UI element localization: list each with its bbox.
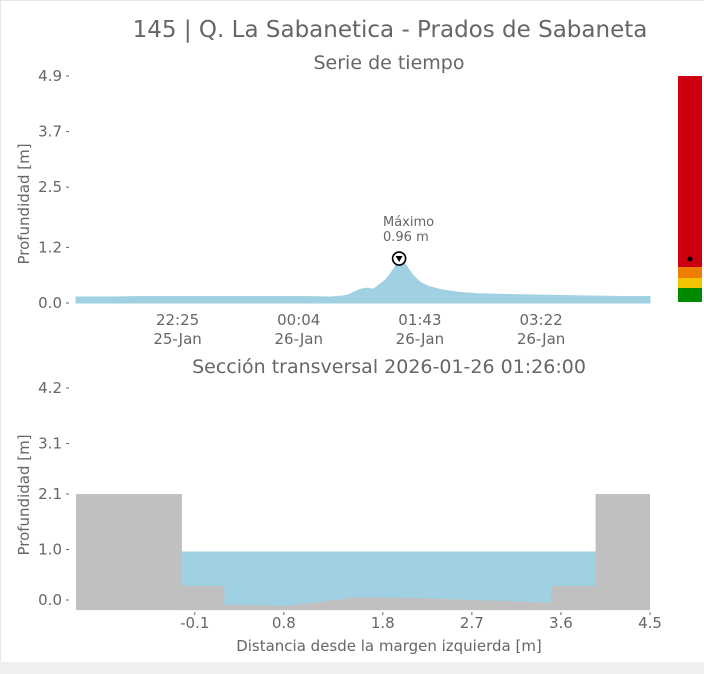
xs-ytick-label: 3.1 xyxy=(38,435,62,453)
ts-ytick-label: 1.2 xyxy=(38,238,62,256)
xs-ytick-label: 4.2 xyxy=(38,379,62,397)
xs-ytick-label: 1.0 xyxy=(38,541,62,559)
depth-series-area xyxy=(75,257,651,304)
ts-xtick-date: 26-Jan xyxy=(396,330,444,348)
ts-ytick-label: 0.0 xyxy=(38,294,62,312)
max-marker-arrow xyxy=(395,256,403,263)
ts-ytick-label: 2.5 xyxy=(38,178,62,196)
bottom-scrollbar-strip xyxy=(0,662,704,674)
ts-xtick-date: 26-Jan xyxy=(517,330,565,348)
cross-section-ylabel: Profundidad [m] xyxy=(15,434,33,555)
ts-xtick-time: 00:04 xyxy=(277,311,320,329)
cross-section-title: Sección transversal 2026-01-26 01:26:00 xyxy=(192,356,586,378)
timeseries-title: Serie de tiempo xyxy=(314,52,465,74)
alert-band-green xyxy=(678,288,702,302)
ts-xtick-time: 03:22 xyxy=(519,311,562,329)
ts-ytick-label: 3.7 xyxy=(38,123,62,141)
ts-xtick-date: 26-Jan xyxy=(275,330,323,348)
xs-xtick-label: -0.1 xyxy=(180,614,209,632)
alert-band-yellow xyxy=(678,278,702,288)
cross-section-plot: 0.0 1.0 2.1 3.1 4.2 -0.1 0.8 1.8 2.7 3.6 4.5 xyxy=(38,379,662,632)
cross-section-terrain xyxy=(76,494,650,611)
ts-ytick-label: 4.9 xyxy=(38,67,62,85)
cross-section-xlabel: Distancia desde la margen izquierda [m] xyxy=(236,637,542,655)
ts-xtick-time: 22:25 xyxy=(156,311,199,329)
max-value-label: 0.96 m xyxy=(383,230,429,245)
alert-level-bar xyxy=(678,76,702,302)
cross-section-water-left-ledge xyxy=(181,551,225,586)
timeseries-plot: 0.01.22.53.74.922:2525-Jan00:0426-Jan01:… xyxy=(38,67,651,348)
alert-current-level-dot xyxy=(687,256,693,262)
alert-band-orange xyxy=(678,267,702,278)
xs-xtick-label: 1.8 xyxy=(371,614,395,632)
ts-xtick-date: 25-Jan xyxy=(153,330,201,348)
timeseries-ylabel: Profundidad [m] xyxy=(15,143,33,264)
xs-xtick-label: 3.6 xyxy=(549,614,573,632)
xs-ytick-label: 2.1 xyxy=(38,485,62,503)
xs-xtick-label: 2.7 xyxy=(460,614,484,632)
alert-band-red xyxy=(678,76,702,267)
cross-section-water-right-ledge xyxy=(551,551,596,586)
xs-xtick-label: 4.5 xyxy=(638,614,662,632)
figure-title: 145 | Q. La Sabanetica - Prados de Saban… xyxy=(133,17,648,43)
cross-section-water-bed xyxy=(224,551,552,607)
ts-xtick-time: 01:43 xyxy=(398,311,441,329)
xs-ytick-label: 0.0 xyxy=(38,591,62,609)
xs-xtick-label: 0.8 xyxy=(272,614,296,632)
max-label: Máximo xyxy=(383,215,434,230)
